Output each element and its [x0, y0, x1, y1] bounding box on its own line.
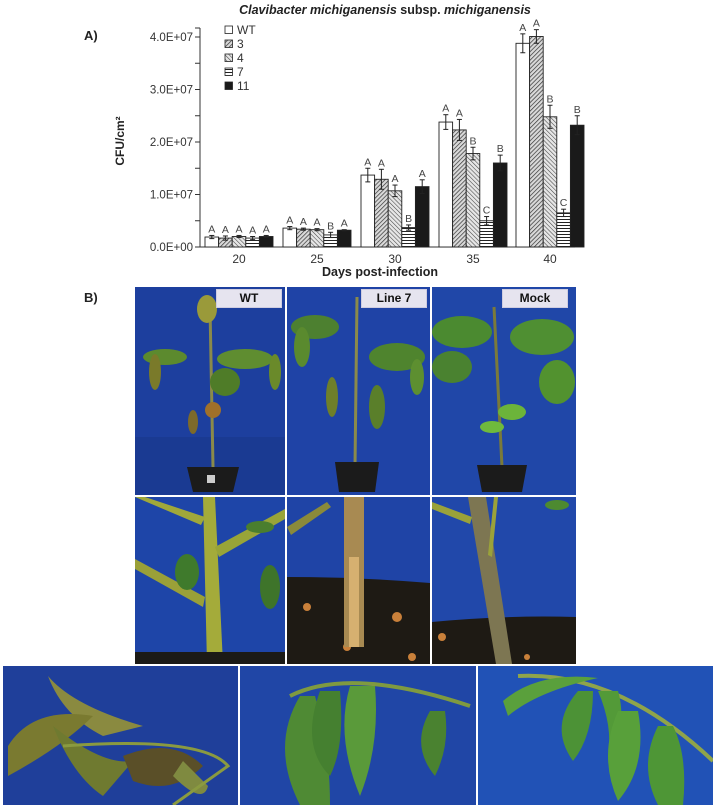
svg-text:3.0E+07: 3.0E+07 [150, 85, 193, 97]
svg-text:0.0E+00: 0.0E+00 [150, 242, 193, 254]
svg-text:A: A [300, 216, 307, 228]
svg-text:4: 4 [237, 51, 244, 65]
svg-text:1.0E+07: 1.0E+07 [150, 190, 193, 202]
svg-text:A: A [364, 156, 371, 168]
svg-text:A: A [456, 107, 463, 119]
photo-wt-whole-plant: WT [135, 287, 285, 495]
y-axis: 0.0E+00 1.0E+07 2.0E+07 3.0E+07 4.0E+07 [150, 27, 201, 254]
svg-text:B: B [574, 104, 581, 116]
photo-mock-whole-plant: Mock [432, 287, 576, 495]
svg-text:C: C [560, 197, 568, 209]
photo-wt-leaf [3, 666, 238, 805]
photo-mock-stem [432, 497, 576, 664]
chart-title: Clavibacter michiganensis subsp. michiga… [239, 3, 531, 17]
label-wt: WT [216, 289, 282, 308]
svg-text:30: 30 [388, 252, 402, 266]
svg-text:A: A [208, 223, 215, 235]
svg-text:A: A [419, 168, 426, 180]
svg-text:2.0E+07: 2.0E+07 [150, 137, 193, 149]
svg-text:B: B [405, 213, 412, 225]
svg-text:A: A [313, 217, 320, 229]
svg-text:WT: WT [237, 23, 256, 37]
x-axis-label: Days post-infection [322, 265, 438, 279]
svg-text:A: A [222, 224, 229, 236]
svg-text:A: A [286, 215, 293, 227]
svg-text:25: 25 [310, 252, 324, 266]
svg-text:B: B [546, 93, 553, 105]
svg-text:A: A [533, 18, 540, 30]
svg-text:B: B [497, 143, 504, 155]
svg-text:A: A [519, 22, 526, 34]
svg-text:A: A [378, 157, 385, 169]
bar-chart: Clavibacter michiganensis subsp. michiga… [113, 3, 585, 279]
x-axis: 20 25 30 35 40 [200, 246, 575, 266]
svg-text:C: C [483, 205, 491, 217]
svg-text:20: 20 [232, 252, 246, 266]
svg-text:A: A [442, 103, 449, 115]
y-axis-label: CFU/cm² [113, 116, 127, 165]
svg-text:A: A [263, 223, 270, 235]
svg-text:4.0E+07: 4.0E+07 [150, 32, 193, 44]
svg-text:B: B [469, 135, 476, 147]
svg-text:11: 11 [237, 79, 250, 93]
panel-b-label: B) [84, 290, 98, 305]
svg-text:3: 3 [237, 37, 244, 51]
svg-text:40: 40 [543, 252, 557, 266]
photo-line7-stem [287, 497, 430, 664]
svg-text:A: A [249, 225, 256, 237]
photo-line7-whole-plant: Line 7 [287, 287, 430, 495]
svg-text:35: 35 [466, 252, 480, 266]
svg-text:7: 7 [237, 65, 244, 79]
panel-a-label: A) [84, 28, 98, 43]
svg-text:A: A [341, 218, 348, 230]
svg-text:A: A [391, 173, 398, 185]
photo-line7-leaf [240, 666, 476, 805]
photo-mock-leaf [478, 666, 713, 805]
photo-wt-stem [135, 497, 285, 664]
svg-text:Clavibacter michiganensis subs: Clavibacter michiganensis subsp. michiga… [239, 3, 531, 17]
label-line7: Line 7 [361, 289, 427, 308]
label-mock: Mock [502, 289, 568, 308]
svg-text:A: A [235, 223, 242, 235]
svg-text:B: B [327, 220, 334, 232]
